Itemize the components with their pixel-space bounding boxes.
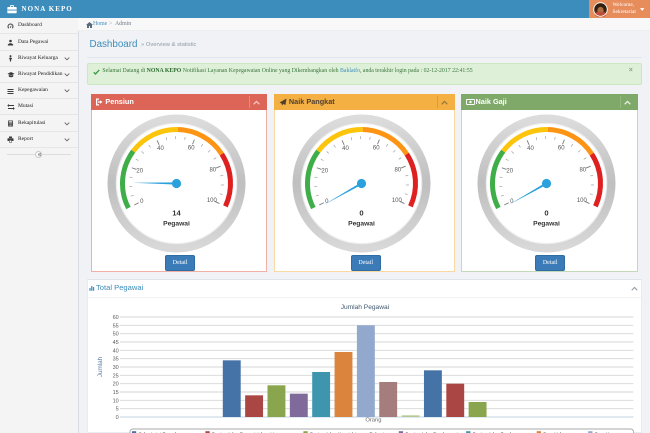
svg-text:25: 25 [112,373,118,379]
svg-text:40: 40 [112,348,118,354]
svg-text:40: 40 [342,146,349,152]
svg-text:40: 40 [527,146,534,152]
svg-text:Bag. Umum: Bag. Umum [594,432,619,433]
svg-text:15: 15 [112,390,118,396]
svg-text:Pegawai: Pegawai [163,221,190,228]
svg-text:0: 0 [510,199,514,205]
svg-text:100: 100 [392,198,403,204]
svg-text:100: 100 [577,198,588,204]
svg-text:55: 55 [112,323,118,329]
svg-text:Bagian Adm. Pemerintahan Umum: Bagian Adm. Pemerintahan Umum [212,432,284,433]
svg-text:35: 35 [112,357,118,363]
svg-text:10: 10 [112,398,118,404]
svg-text:Bagian Adm. Pembangunan: Bagian Adm. Pembangunan [472,432,531,433]
svg-text:80: 80 [209,167,216,173]
svg-text:0: 0 [325,199,329,205]
svg-text:80: 80 [395,167,402,173]
svg-text:20: 20 [322,169,329,175]
svg-text:0: 0 [360,209,364,218]
svg-text:60: 60 [558,145,565,151]
svg-text:20: 20 [112,382,118,388]
svg-text:0: 0 [544,209,548,218]
svg-text:60: 60 [188,145,195,151]
svg-text:60: 60 [112,315,118,321]
svg-text:5: 5 [115,407,118,413]
svg-text:Jumlah: Jumlah [96,356,103,377]
svg-text:50: 50 [112,332,118,338]
svg-text:Bagian Adm. Perekonomian: Bagian Adm. Perekonomian [405,432,464,433]
svg-text:40: 40 [157,146,164,152]
svg-text:20: 20 [506,169,513,175]
svg-text:45: 45 [112,340,118,346]
svg-text:20: 20 [136,169,143,175]
svg-text:Bag. Hukum: Bag. Hukum [543,432,569,433]
svg-text:30: 30 [112,365,118,371]
svg-text:Bagian Adm. Kesejahteraan Raky: Bagian Adm. Kesejahteraan Rakyat [310,432,385,433]
svg-text:0: 0 [115,415,118,421]
svg-text:100: 100 [207,198,218,204]
svg-text:Pegawai: Pegawai [348,221,375,228]
svg-text:Sekretariat Daerah: Sekretariat Daerah [138,432,178,433]
svg-text:Jumlah Pegawai: Jumlah Pegawai [340,304,389,311]
svg-text:Pegawai: Pegawai [533,221,560,228]
svg-text:14: 14 [172,209,181,218]
svg-text:80: 80 [579,167,586,173]
svg-text:0: 0 [140,199,144,205]
svg-text:60: 60 [373,145,380,151]
svg-text:Orang: Orang [365,418,381,424]
